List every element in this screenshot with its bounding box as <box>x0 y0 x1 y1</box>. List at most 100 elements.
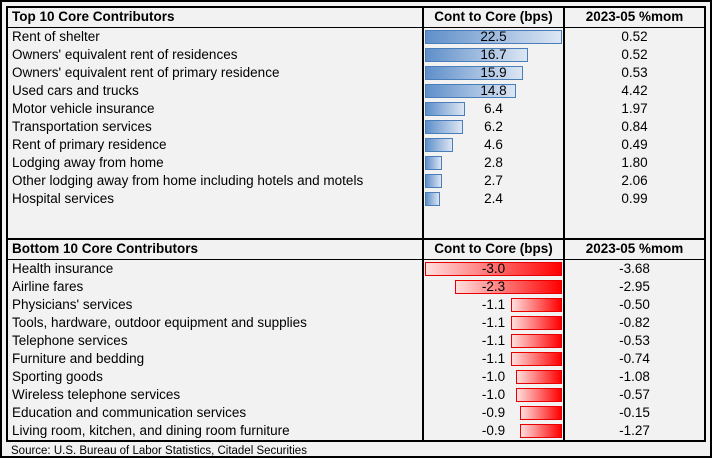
cont-to-core-cell: 14.8 <box>422 82 563 100</box>
top-contributors-section: Top 10 Core Contributors Cont to Core (b… <box>8 8 704 238</box>
cont-to-core-value: 6.2 <box>484 119 503 134</box>
cont-to-core-cell: -0.9 <box>422 422 563 440</box>
section-title-top: Top 10 Core Contributors <box>12 9 175 24</box>
data-bar <box>515 388 562 402</box>
row-label: Telephone services <box>12 333 128 348</box>
table-row: Physicians' services -1.1 -0.50 <box>8 296 704 314</box>
table-row: Owners' equivalent rent of residences 16… <box>8 46 704 64</box>
mom-value: 4.42 <box>563 82 704 100</box>
column-header-cont-to-core-bottom: Cont to Core (bps) <box>422 240 563 259</box>
cont-to-core-value: -0.9 <box>481 405 506 420</box>
table-row: Wireless telephone services -1.0 -0.57 <box>8 386 704 404</box>
cont-to-core-value: -3.0 <box>481 261 506 276</box>
cont-to-core-cell: -1.1 <box>422 350 563 368</box>
cont-to-core-value: 2.8 <box>484 155 503 170</box>
mom-value: 0.52 <box>563 28 704 46</box>
mom-value: -1.27 <box>563 422 704 440</box>
mom-value: 0.53 <box>563 64 704 82</box>
data-bar <box>455 280 562 294</box>
data-bar <box>511 316 562 330</box>
data-bar <box>520 424 562 438</box>
cont-to-core-value: -1.1 <box>481 333 506 348</box>
cont-to-core-cell: 2.7 <box>422 172 563 190</box>
cont-to-core-value: 16.7 <box>480 47 507 62</box>
cont-to-core-cell: -3.0 <box>422 260 563 278</box>
row-label: Furniture and bedding <box>12 351 145 366</box>
data-bar <box>425 84 517 98</box>
table-row: Other lodging away from home including h… <box>8 172 704 190</box>
table-row: Lodging away from home 2.8 1.80 <box>8 154 704 172</box>
cont-to-core-cell: -1.1 <box>422 296 563 314</box>
data-bar <box>515 370 562 384</box>
core-contributors-table: Top 10 Core Contributors Cont to Core (b… <box>6 6 706 442</box>
data-bar <box>520 406 562 420</box>
column-header-cont-to-core-top: Cont to Core (bps) <box>422 8 563 27</box>
cont-to-core-cell: 6.4 <box>422 100 563 118</box>
data-bar <box>425 192 440 206</box>
mom-value: -0.15 <box>563 404 704 422</box>
data-bar <box>425 66 524 80</box>
cont-to-core-value: 14.8 <box>480 83 507 98</box>
data-bar <box>425 156 443 170</box>
mom-value: -0.74 <box>563 350 704 368</box>
cont-to-core-cell: 16.7 <box>422 46 563 64</box>
row-label: Transportation services <box>12 119 152 134</box>
cont-to-core-cell: -1.1 <box>422 314 563 332</box>
cont-to-core-value: -0.9 <box>481 423 506 438</box>
mom-value: -0.82 <box>563 314 704 332</box>
cont-to-core-cell: 2.8 <box>422 154 563 172</box>
row-label: Health insurance <box>12 261 114 276</box>
cont-to-core-value: -1.0 <box>481 387 506 402</box>
mom-value: -0.53 <box>563 332 704 350</box>
cont-to-core-value: -1.1 <box>481 297 506 312</box>
row-label: Sporting goods <box>12 369 103 384</box>
table-row: Rent of primary residence 4.6 0.49 <box>8 136 704 154</box>
table-row: Telephone services -1.1 -0.53 <box>8 332 704 350</box>
cont-to-core-cell: -1.0 <box>422 368 563 386</box>
mom-value: -2.95 <box>563 278 704 296</box>
cont-to-core-value: -1.1 <box>481 315 506 330</box>
table-row: Sporting goods -1.0 -1.08 <box>8 368 704 386</box>
data-bar <box>425 30 562 44</box>
cont-to-core-value: 15.9 <box>480 65 507 80</box>
bottom-contributors-section: Bottom 10 Core Contributors Cont to Core… <box>8 238 704 440</box>
table-row: Used cars and trucks 14.8 4.42 <box>8 82 704 100</box>
source-note: Source: U.S. Bureau of Labor Statistics,… <box>11 445 307 457</box>
column-header-mom-bottom: 2023-05 %mom <box>563 240 704 259</box>
cont-to-core-cell: 15.9 <box>422 64 563 82</box>
mom-value: 0.99 <box>563 190 704 208</box>
data-bar <box>425 262 562 276</box>
column-header-mom-top: 2023-05 %mom <box>563 8 704 27</box>
row-label: Airline fares <box>12 279 84 294</box>
row-label: Rent of shelter <box>12 29 100 44</box>
row-label: Motor vehicle insurance <box>12 101 155 116</box>
bottom-rows: Health insurance -3.0 -3.68 Airline fare… <box>8 260 704 440</box>
mom-value: -3.68 <box>563 260 704 278</box>
data-bar <box>425 174 442 188</box>
table-row: Motor vehicle insurance 6.4 1.97 <box>8 100 704 118</box>
row-label: Tools, hardware, outdoor equipment and s… <box>12 315 307 330</box>
table-row: Tools, hardware, outdoor equipment and s… <box>8 314 704 332</box>
mom-value: -1.08 <box>563 368 704 386</box>
table-row: Hospital services 2.4 0.99 <box>8 190 704 208</box>
mom-value: 1.80 <box>563 154 704 172</box>
bottom-header-row: Bottom 10 Core Contributors Cont to Core… <box>8 238 704 260</box>
row-label: Physicians' services <box>12 297 133 312</box>
data-bar <box>511 334 562 348</box>
row-label: Hospital services <box>12 191 115 206</box>
cont-to-core-value: 6.4 <box>484 101 503 116</box>
row-label: Other lodging away from home including h… <box>12 173 364 188</box>
cont-to-core-value: 4.6 <box>484 137 503 152</box>
cont-to-core-cell: -0.9 <box>422 404 563 422</box>
data-bar <box>511 298 562 312</box>
data-bar <box>511 352 562 366</box>
mom-value: -0.50 <box>563 296 704 314</box>
row-label: Education and communication services <box>12 405 247 420</box>
mom-value: 0.84 <box>563 118 704 136</box>
top-header-row: Top 10 Core Contributors Cont to Core (b… <box>8 8 704 28</box>
cont-to-core-cell: -1.0 <box>422 386 563 404</box>
row-label: Owners' equivalent rent of primary resid… <box>12 65 280 80</box>
row-label: Rent of primary residence <box>12 137 167 152</box>
cont-to-core-cell: -2.3 <box>422 278 563 296</box>
